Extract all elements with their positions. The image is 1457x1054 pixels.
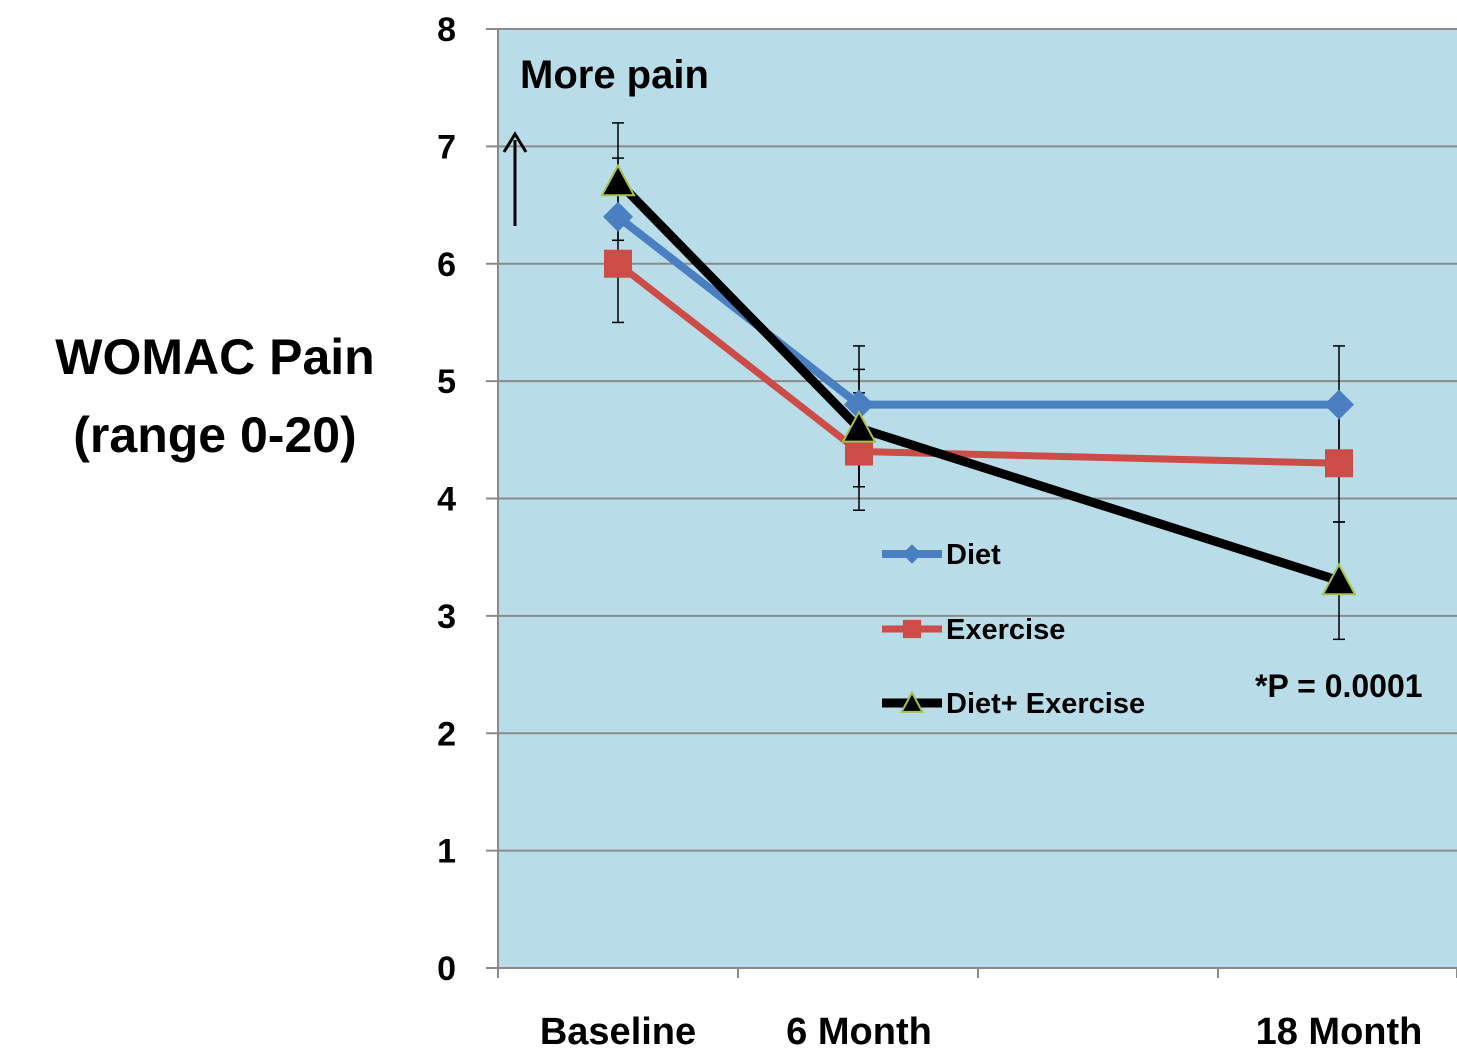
annotation-pvalue: *P = 0.0001: [1255, 668, 1423, 704]
legend-swatch-marker: [902, 619, 922, 639]
y-tick-label-4: 4: [437, 481, 456, 519]
legend-item-exercise: Exercise: [882, 614, 1065, 646]
legend-item-diet-exercise: Diet+ Exercise: [882, 688, 1145, 720]
series-markers: [600, 163, 1357, 596]
y-tick-label-1: 1: [437, 833, 456, 871]
x-tick-labels: Baseline 6 Month 18 Month: [540, 1011, 1423, 1053]
y-tick-label-2: 2: [437, 715, 456, 753]
y-tick-labels: 0 1 2 3 4 5 6 7 8: [437, 11, 456, 988]
y-axis-label-line2: (range 0-20): [73, 407, 357, 463]
x-tick-label-baseline: Baseline: [540, 1011, 696, 1053]
data-point-diet-exercise-baseline: [600, 163, 636, 197]
data-point-diet-exercise-18-month: [1321, 562, 1357, 596]
x-tick-label-6-month: 6 Month: [786, 1011, 932, 1053]
y-tick-label-8: 8: [437, 11, 456, 49]
y-tick-label-7: 7: [437, 128, 456, 166]
data-point-exercise-18-month: [1325, 449, 1353, 478]
y-tick-label-6: 6: [437, 246, 456, 284]
data-point-exercise-baseline: [604, 249, 632, 278]
legend-label: Diet: [946, 539, 1001, 571]
data-point-diet-18-month: [1324, 389, 1354, 420]
data-point-diet-6-month: [844, 389, 874, 420]
legend-label: Diet+ Exercise: [946, 688, 1145, 720]
axes: [486, 28, 1457, 978]
y-tick-label-3: 3: [437, 598, 456, 636]
legend: Diet Exercise Diet+ Exercise: [882, 539, 1145, 720]
y-tick-label-5: 5: [437, 363, 456, 401]
data-point-diet-exercise-6-month: [841, 409, 877, 443]
legend-label: Exercise: [946, 614, 1065, 646]
y-tick-label-0: 0: [437, 950, 456, 988]
legend-swatch-marker: [899, 690, 925, 713]
y-axis-label-line1: WOMAC Pain: [55, 329, 375, 385]
up-arrow-icon: [502, 131, 528, 226]
data-point-diet-baseline: [603, 201, 633, 232]
x-tick-label-18-month: 18 Month: [1256, 1011, 1423, 1053]
annotation-more-pain: More pain: [520, 53, 709, 97]
legend-swatch-marker: [902, 544, 922, 564]
legend-item-diet: Diet: [882, 539, 1001, 571]
gridlines: [498, 28, 1457, 852]
